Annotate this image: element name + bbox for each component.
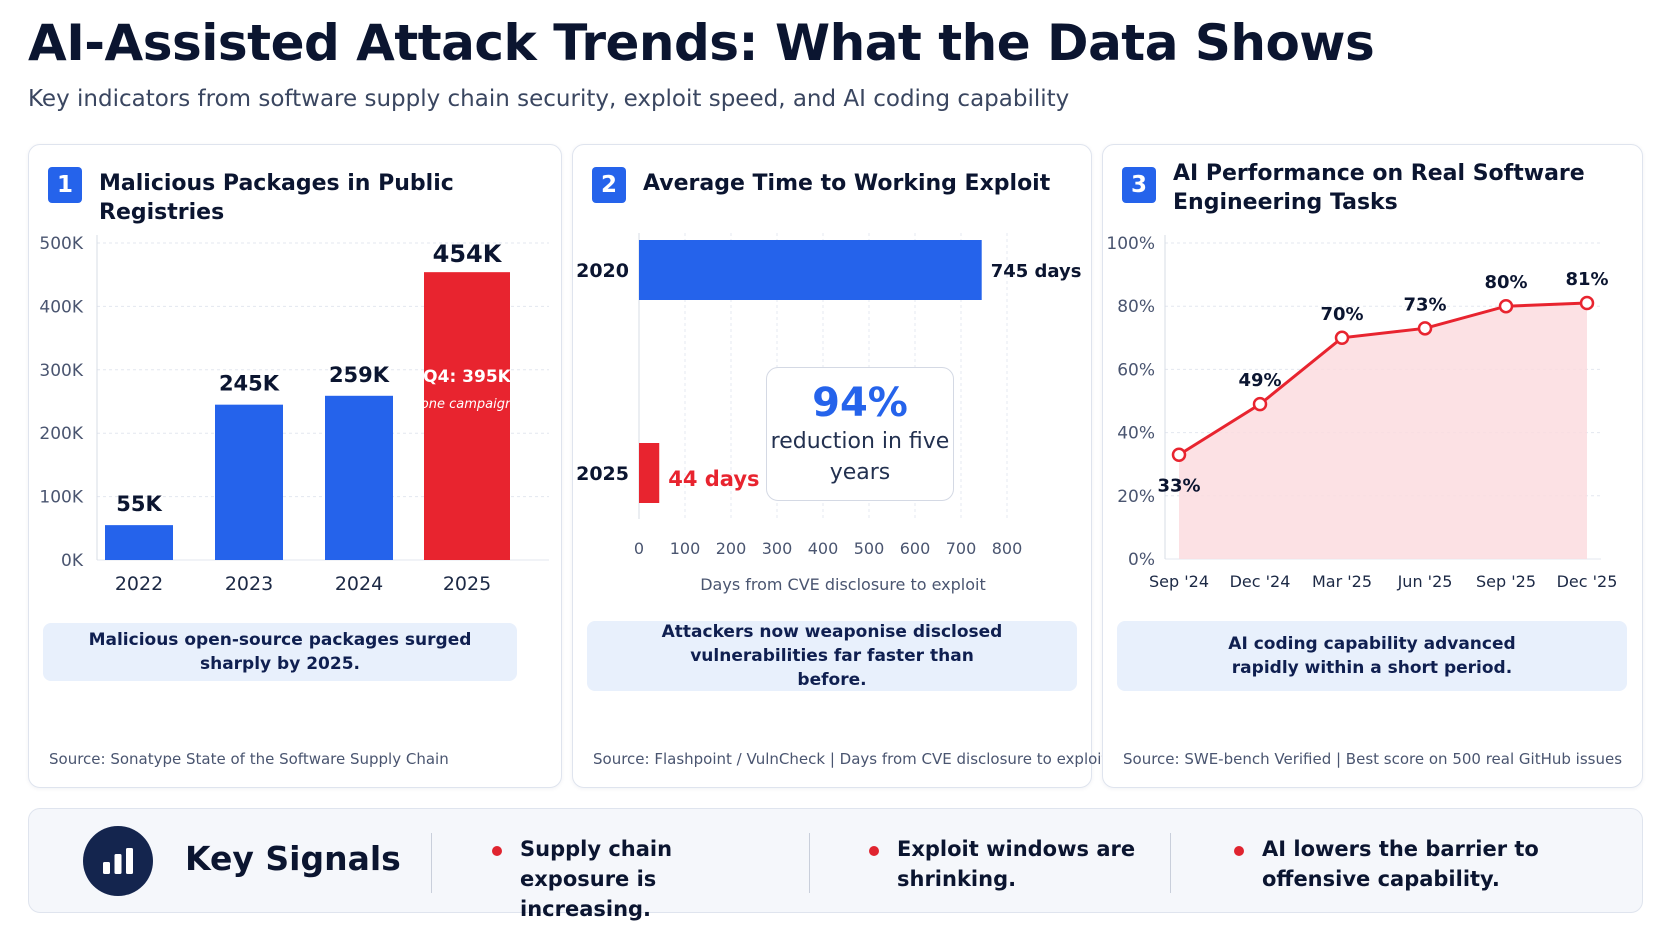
data-label: 49% <box>1238 370 1281 391</box>
data-point <box>1334 330 1350 346</box>
bar-value-label: 454K <box>433 240 503 268</box>
y-tick-label: 300K <box>39 361 83 381</box>
data-point <box>1417 321 1433 336</box>
data-label: 73% <box>1403 294 1446 315</box>
panel-note: Attackers now weaponise disclosed vulner… <box>587 621 1077 691</box>
bar-value-label: 259K <box>329 363 390 387</box>
y-tick-label: 20% <box>1117 487 1155 507</box>
x-tick-label: Dec '25 <box>1557 572 1618 591</box>
divider <box>431 833 432 893</box>
x-tick-label: Jun '25 <box>1397 572 1453 591</box>
panel-time-to-exploit: 2 Average Time to Working Exploit 0 100 20… <box>572 144 1107 788</box>
bar <box>639 443 660 503</box>
page-subtitle: Key indicators from software supply chai… <box>28 86 1070 112</box>
signal-item: AI lowers the barrier to offensive capab… <box>1234 834 1562 894</box>
y-tick-label: 40% <box>1117 424 1155 444</box>
panel-number-badge: 3 <box>1122 167 1156 203</box>
bar-chart-icon <box>83 826 153 896</box>
key-signals-bar: Key Signals Supply chain exposure is inc… <box>28 808 1643 921</box>
x-tick-label: Sep '24 <box>1149 572 1209 591</box>
panel-title: Malicious Packages in Public Registries <box>99 171 454 225</box>
bar-annotation-sub: one campaign <box>421 397 513 412</box>
x-tick-label: 600 <box>900 539 931 558</box>
chart-ai-performance: 0% 20% 40% 60% 80% 100% 33% Sep '24 49% Dec '24 70… <box>1106 234 1618 591</box>
bar-value-label: 745 days <box>991 261 1082 282</box>
x-tick-label: 2023 <box>225 573 273 595</box>
data-point <box>1579 295 1595 311</box>
y-tick-label: 100K <box>39 488 83 508</box>
y-tick-label: 2025 <box>576 463 629 485</box>
x-tick-label: 300 <box>762 539 793 558</box>
series-line <box>1178 301 1588 456</box>
data-point <box>1498 298 1514 314</box>
bullet-dot-icon <box>1234 846 1244 856</box>
x-tick-label: 800 <box>992 539 1023 558</box>
data-label: 81% <box>1565 269 1608 290</box>
bar <box>424 272 510 560</box>
y-tick-label: 100% <box>1106 234 1155 254</box>
data-label: 70% <box>1320 304 1363 325</box>
callout-text: reduction in five years <box>770 429 950 485</box>
signal-item: Exploit windows are shrinking. <box>869 834 1197 894</box>
x-tick-label: 500 <box>854 539 885 558</box>
panel-note: Malicious open-source packages surged sh… <box>43 623 517 681</box>
panel-malicious-packages: 1 Malicious Packages in Public Registrie… <box>28 144 562 788</box>
panel-number-badge: 1 <box>48 167 82 203</box>
bar-value-label: 55K <box>116 492 162 516</box>
bullet-dot-icon <box>492 846 502 856</box>
divider <box>809 833 810 893</box>
panel-source: Source: Sonatype State of the Software S… <box>49 750 449 768</box>
x-tick-label: 200 <box>716 539 747 558</box>
x-tick-label: 100 <box>670 539 701 558</box>
bar <box>639 240 982 300</box>
y-tick-label: 400K <box>39 297 83 317</box>
panel-source: Source: Flashpoint / VulnCheck | Days fr… <box>593 750 1108 768</box>
x-tick-label: 2025 <box>443 573 491 595</box>
divider <box>1170 833 1171 893</box>
x-tick-label: 2022 <box>115 573 163 595</box>
bullet-dot-icon <box>869 846 879 856</box>
x-tick-label: 700 <box>946 539 977 558</box>
area-fill <box>1179 303 1587 559</box>
y-tick-label: 80% <box>1117 297 1155 317</box>
panel-source: Source: SWE-bench Verified | Best score … <box>1123 750 1623 768</box>
bar <box>215 404 283 560</box>
chart-time-to-exploit: 0 100 200 300 400 500 600 700 800 2020 745 days 202… <box>576 233 1082 594</box>
panel-note: AI coding capability advanced rapidly wi… <box>1117 621 1627 691</box>
y-tick-label: 200K <box>39 424 83 444</box>
page-title: AI-Assisted Attack Trends: What the Data… <box>28 14 1375 72</box>
signal-item: Supply chain exposure is increasing. <box>492 834 820 924</box>
bar-value-label: 44 days <box>668 467 759 491</box>
data-point <box>1171 447 1187 462</box>
data-label: 80% <box>1484 272 1527 293</box>
key-signals-title: Key Signals <box>185 839 401 878</box>
data-label: 33% <box>1157 476 1200 497</box>
y-tick-label: 500K <box>39 234 83 254</box>
x-tick-label: 400 <box>808 539 839 558</box>
bar-value-label: 245K <box>219 372 280 396</box>
y-tick-label: 0% <box>1128 550 1155 570</box>
bar <box>105 525 173 560</box>
x-tick-label: Mar '25 <box>1312 572 1372 591</box>
panel-title: Average Time to Working Exploit <box>643 171 1051 196</box>
bar-annotation: Q4: 395K <box>423 367 511 387</box>
x-axis-label: Days from CVE disclosure to exploit <box>700 575 986 594</box>
panel-title: AI Performance on Real Software Engineer… <box>1173 161 1585 215</box>
x-tick-label: 2024 <box>335 573 383 595</box>
chart-malicious-packages: 0K 100K 200K 300K 400K 500K 55K 2022 245K 2023 259… <box>39 234 549 595</box>
panel-ai-performance: 3 AI Performance on Real Software Engine… <box>1102 144 1643 788</box>
callout-value: 94% <box>812 380 908 426</box>
x-tick-label: Sep '25 <box>1476 572 1536 591</box>
x-tick-label: 0 <box>634 539 644 558</box>
x-tick-label: Dec '24 <box>1230 572 1291 591</box>
panel-number-badge: 2 <box>592 167 626 203</box>
bar <box>325 395 393 560</box>
data-point <box>1252 396 1268 412</box>
y-tick-label: 2020 <box>576 260 629 282</box>
y-tick-label: 0K <box>61 551 84 571</box>
y-tick-label: 60% <box>1117 360 1155 380</box>
reduction-callout: 94% reduction in five years <box>766 367 954 501</box>
